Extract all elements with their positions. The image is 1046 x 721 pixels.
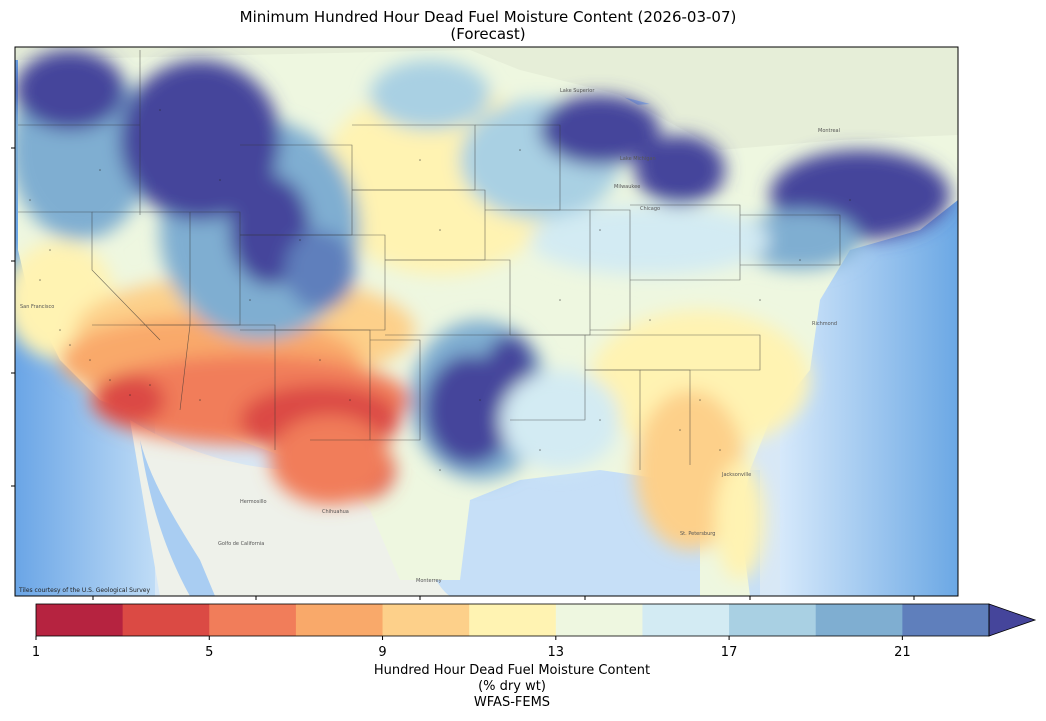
map-attribution: Tiles courtesy of the U.S. Geological Su… [18,587,150,594]
map-frame [14,46,959,597]
colorbar-segment [122,604,210,636]
colorbar-tick-label: 9 [378,645,387,660]
colorbar-tick-label: 5 [205,645,214,660]
map-area: Milwaukee Chicago Jacksonville Monterrey… [15,47,958,596]
place-label: Chicago [640,206,660,212]
colorbar-segment [36,604,124,636]
station-markers [29,109,851,471]
place-label: Lake Michigan [620,156,656,162]
place-label: Jacksonville [721,472,751,478]
canada-land [15,47,958,175]
map-title: Minimum Hundred Hour Dead Fuel Moisture … [239,8,737,26]
map-subtitle: (Forecast) [450,25,526,43]
place-label: Chihuahua [322,509,349,515]
colorbar-segment [815,604,903,636]
colorbar-segment [295,604,384,636]
mexico-land [130,420,450,596]
colorbar-segment [642,604,730,636]
colorbar-units: (% dry wt) [478,679,546,694]
place-label: Richmond [812,321,837,327]
colorbar-frame [35,603,990,637]
place-label: Milwaukee [614,184,640,190]
place-label: Montreal [818,128,840,134]
map-ticks [11,147,915,600]
place-labels: Milwaukee Chicago Jacksonville Monterrey… [20,88,840,584]
colorbar-tick-label: 21 [894,645,911,660]
colorbar-ticks [35,636,903,640]
colorbar [35,603,1037,640]
place-label: Golfo de California [218,541,264,547]
place-label: Lake Superior [560,88,595,94]
colorbar-tick-label: 17 [720,645,738,660]
colorbar-segment [555,604,643,636]
colorbar-segment [209,604,297,636]
colorbar-segment [382,604,470,636]
colorbar-segment [729,604,817,636]
gulf-of-california [140,440,215,596]
place-label: Hermosillo [240,499,267,505]
colorbar-tick-label: 13 [547,645,565,660]
colorbar-segment [469,604,557,636]
colorbar-tick-label: 1 [31,645,41,660]
place-label: Monterrey [416,578,442,584]
state-borders [18,50,841,470]
colorbar-segments [36,604,990,636]
colorbar-label: Hundred Hour Dead Fuel Moisture Content [373,663,651,678]
colorbar-segment [902,604,990,636]
place-label: San Francisco [20,304,54,310]
colorbar-extend-arrow [988,603,1037,637]
colorbar-source: WFAS-FEMS [473,695,551,710]
place-label: St. Petersburg [680,531,715,537]
